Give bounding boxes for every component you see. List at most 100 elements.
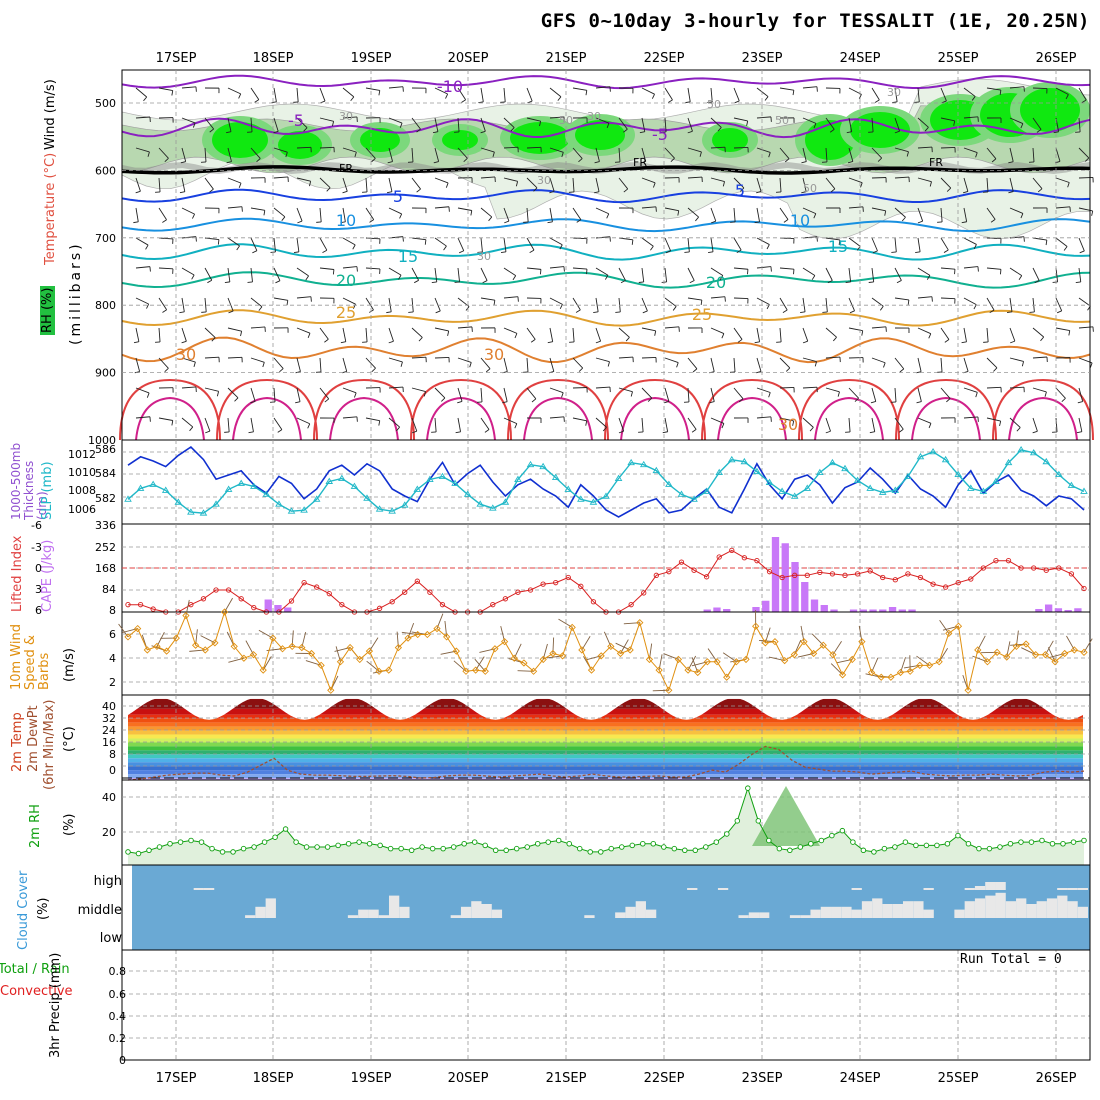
wind-barb	[526, 327, 536, 340]
rh2m-marker	[608, 845, 615, 852]
wind10-barb	[474, 658, 486, 672]
slp-marker	[136, 484, 145, 491]
wind-barb	[664, 237, 672, 252]
rh-contour-label: 30	[887, 86, 901, 99]
wind-barb-flag	[387, 161, 393, 164]
wind-barb-flag	[990, 219, 996, 223]
wind-barb	[434, 297, 441, 312]
wind-barb-flag	[792, 420, 795, 426]
wind-barb	[894, 147, 909, 153]
wind-barb	[388, 207, 402, 215]
wind-barb-flag	[879, 306, 884, 311]
wind-barb	[802, 177, 807, 192]
wind-barb	[296, 237, 300, 252]
slp-marker	[753, 467, 761, 475]
wind-barb-flag	[455, 431, 461, 434]
wind-barb-flag	[236, 245, 240, 251]
date-label-bottom: 20SEP	[448, 1071, 489, 1086]
wind-barb-flag	[593, 311, 599, 314]
lifted-marker	[553, 580, 559, 586]
wind10-marker	[327, 686, 335, 694]
wind-barb	[710, 387, 715, 402]
slp-marker	[249, 482, 258, 489]
wind10-marker	[723, 673, 731, 681]
cloud-middle-bar	[872, 898, 883, 918]
rh2m-marker	[482, 842, 488, 849]
wind-barb	[434, 387, 446, 399]
rh2m-marker	[209, 845, 215, 852]
wind-barb	[388, 327, 394, 342]
wind10-barb	[916, 655, 930, 666]
wind-barb-flag	[928, 423, 932, 429]
wind-barb	[572, 177, 575, 192]
wind-barb	[595, 177, 600, 192]
wind-barb-flag	[256, 158, 261, 163]
wind-barb-flag	[295, 371, 301, 374]
wind10-marker	[655, 666, 663, 674]
wind-barb-flag	[869, 431, 875, 434]
wind10-marker	[356, 655, 364, 664]
wind-barb-flag	[414, 279, 419, 284]
wind-barb	[342, 416, 357, 419]
wind-barb-flag	[670, 157, 675, 162]
wind-barb	[319, 387, 330, 400]
wind10-marker	[346, 643, 354, 652]
lifted-marker	[238, 596, 244, 602]
rh-contour-label: 30	[477, 250, 491, 263]
wind-barb	[894, 207, 906, 218]
rh2m-marker	[734, 818, 741, 824]
wind-barb	[227, 237, 240, 247]
wind-barb	[917, 146, 933, 149]
rh2m-marker	[650, 841, 657, 847]
wind-barb	[848, 267, 852, 282]
wind-barb	[848, 87, 862, 95]
wind-barb	[457, 207, 472, 211]
rh2m-marker	[955, 832, 961, 839]
wind-barb	[158, 237, 173, 240]
pressure-tick: 700	[95, 232, 116, 245]
wind-barb-flag	[700, 299, 703, 306]
wind-barb-flag	[181, 340, 187, 344]
lifted-marker	[968, 576, 974, 582]
wind-barb	[1055, 206, 1070, 209]
rh2m-marker	[755, 818, 762, 824]
wind-barb-flag	[277, 429, 283, 433]
wind-barb	[1078, 176, 1094, 179]
wind-barb-flag	[961, 221, 967, 224]
wind10-marker	[443, 633, 451, 641]
wind-barb	[204, 147, 207, 162]
isotherm-35-arch	[313, 378, 415, 441]
wind-barb	[411, 267, 420, 281]
wind-barb-flag	[424, 239, 427, 245]
wind-barb-flag	[480, 130, 486, 134]
lifted-marker	[578, 583, 584, 589]
wind10-barb	[558, 618, 573, 628]
temp-band	[128, 746, 1083, 751]
wind-barb	[296, 417, 310, 425]
wind-barb	[687, 357, 698, 370]
lifted-marker	[779, 574, 785, 581]
wind-barb-flag	[1063, 246, 1068, 251]
wind-barb-flag	[418, 337, 423, 342]
temp-band	[128, 766, 1083, 771]
wind-barb	[549, 387, 564, 394]
lifted-marker	[666, 569, 672, 575]
wind-barb	[457, 267, 461, 282]
wind-barb-flag	[1084, 157, 1090, 162]
wind10-marker	[529, 667, 538, 675]
isotherm-label: 5	[735, 181, 745, 200]
wind-barb	[342, 327, 347, 342]
cloud-middle-bar	[995, 892, 1006, 918]
wind-barb	[457, 326, 472, 329]
wind-barb	[227, 177, 242, 184]
wind-barb	[204, 267, 213, 281]
temp-tick: 40	[102, 700, 116, 713]
lifted-marker	[1043, 567, 1049, 573]
isotherm-label: 20	[336, 271, 356, 290]
cloud-middle-bar	[1046, 898, 1058, 918]
wind-barb	[825, 147, 828, 162]
wind-barb	[273, 267, 281, 281]
wind-barb	[733, 87, 740, 102]
slp-marker	[413, 485, 422, 492]
wind10-marker	[375, 667, 383, 675]
